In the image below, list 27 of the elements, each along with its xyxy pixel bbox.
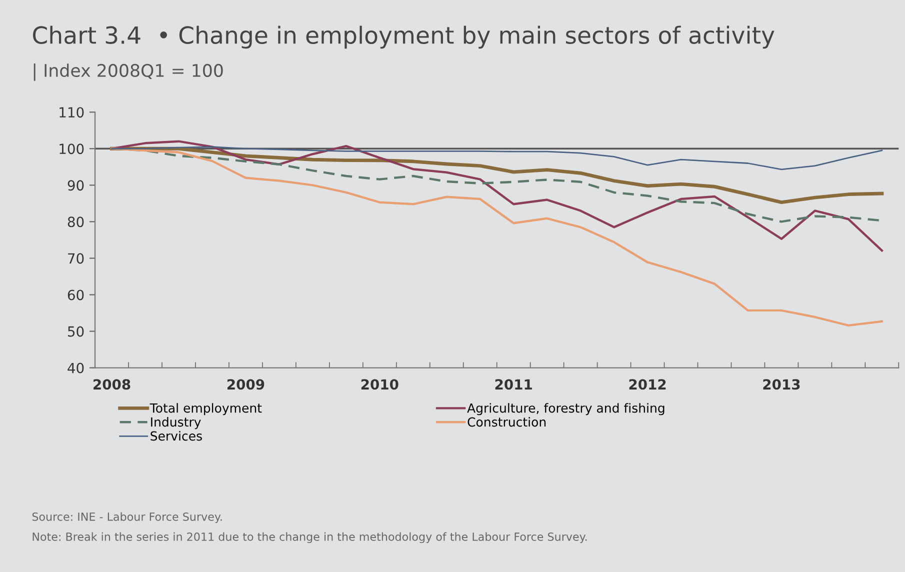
source-note: Source: INE - Labour Force Survey. xyxy=(32,512,222,524)
y-tick-label: 80 xyxy=(68,216,84,228)
chart-subtitle: | Index 2008Q1 = 100 xyxy=(34,63,223,81)
line-series xyxy=(110,140,884,252)
x-tick-label: 2008 xyxy=(94,379,130,390)
legend-label: Construction xyxy=(468,417,546,427)
y-tick-label: 50 xyxy=(68,326,84,337)
line-series xyxy=(110,146,884,204)
legend-label: Services xyxy=(150,431,202,441)
y-tick-label: 40 xyxy=(68,362,84,374)
legend-label: Total employment xyxy=(150,403,262,416)
x-tick-label: 2011 xyxy=(495,379,532,390)
y-tick-label: 60 xyxy=(68,290,84,300)
line-series xyxy=(111,146,883,170)
y-tick-label: 110 xyxy=(60,107,84,118)
y-tick-label: 90 xyxy=(68,180,84,191)
legend-label: Agriculture, forestry and fishing xyxy=(467,403,664,416)
x-tick-label: 2012 xyxy=(629,379,666,390)
line-series xyxy=(110,148,884,327)
chart-title: Chart 3.4 • Change in employment by main sectors of activity xyxy=(33,26,774,49)
x-tick-label: 2013 xyxy=(763,379,800,390)
legend-label: Industry xyxy=(151,417,201,430)
y-tick-label: 70 xyxy=(68,253,84,264)
x-tick-label: 2010 xyxy=(361,379,398,390)
text: Note: Break in the series in 2011 due to the change in the methodology of the Labour Force Survey. xyxy=(32,532,587,544)
y-tick-label: 100 xyxy=(60,144,84,154)
x-tick-label: 2009 xyxy=(227,379,264,390)
